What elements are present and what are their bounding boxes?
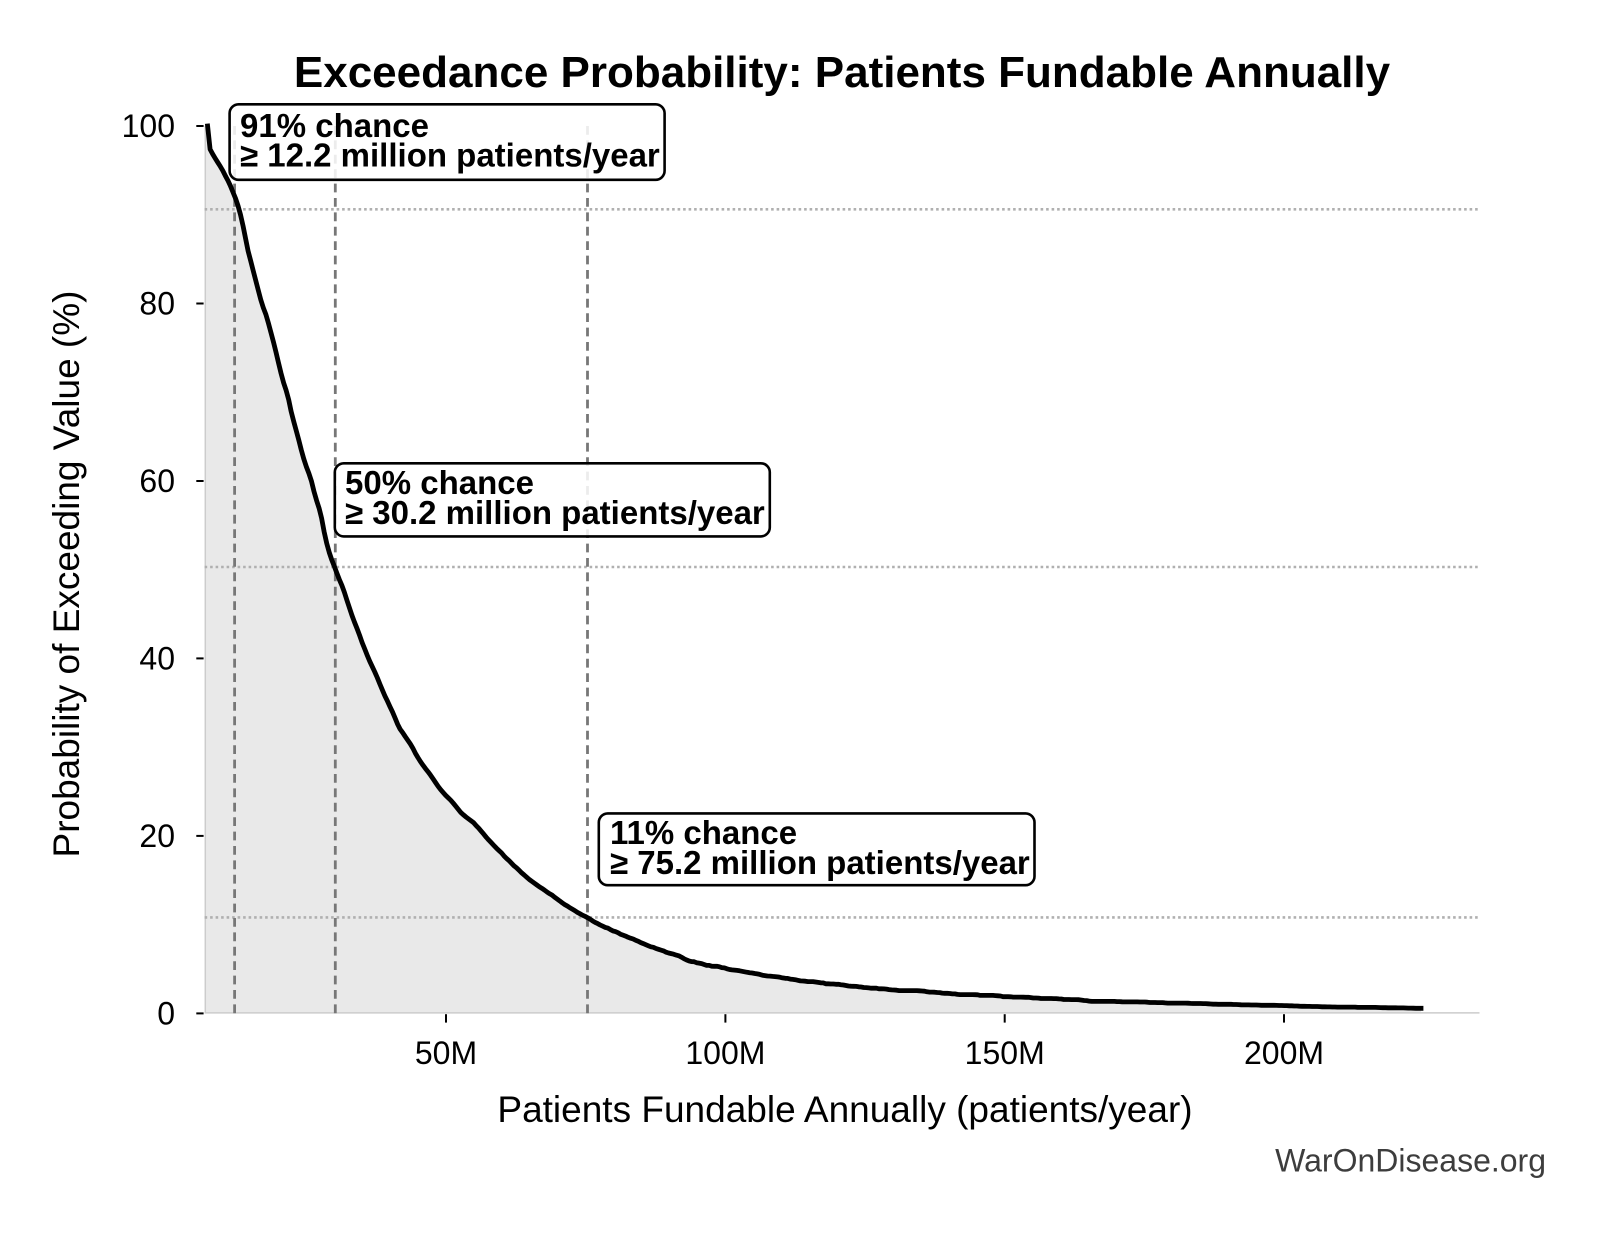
svg-text:20: 20 [139,818,175,854]
svg-text:≥ 30.2 million patients/year: ≥ 30.2 million patients/year [345,494,765,531]
svg-text:50% chance: 50% chance [345,464,534,501]
svg-text:91% chance: 91% chance [240,107,429,144]
svg-text:60: 60 [139,463,175,499]
svg-text:50M: 50M [415,1035,477,1071]
svg-text:≥ 75.2 million patients/year: ≥ 75.2 million patients/year [610,844,1030,881]
svg-text:Exceedance Probability: Patien: Exceedance Probability: Patients Fundabl… [294,48,1391,97]
svg-text:≥ 12.2 million patients/year: ≥ 12.2 million patients/year [240,136,660,173]
svg-text:40: 40 [139,640,175,676]
svg-text:100: 100 [122,108,175,144]
svg-text:150M: 150M [965,1035,1045,1071]
svg-text:80: 80 [139,286,175,322]
svg-text:100M: 100M [685,1035,765,1071]
svg-text:Patients Fundable Annually (pa: Patients Fundable Annually (patients/yea… [497,1089,1192,1130]
svg-text:200M: 200M [1244,1035,1324,1071]
svg-text:WarOnDisease.org: WarOnDisease.org [1275,1143,1546,1179]
svg-text:Probability of Exceeding Value: Probability of Exceeding Value (%) [46,291,87,858]
svg-text:0: 0 [157,995,175,1031]
svg-text:11% chance: 11% chance [610,814,797,851]
